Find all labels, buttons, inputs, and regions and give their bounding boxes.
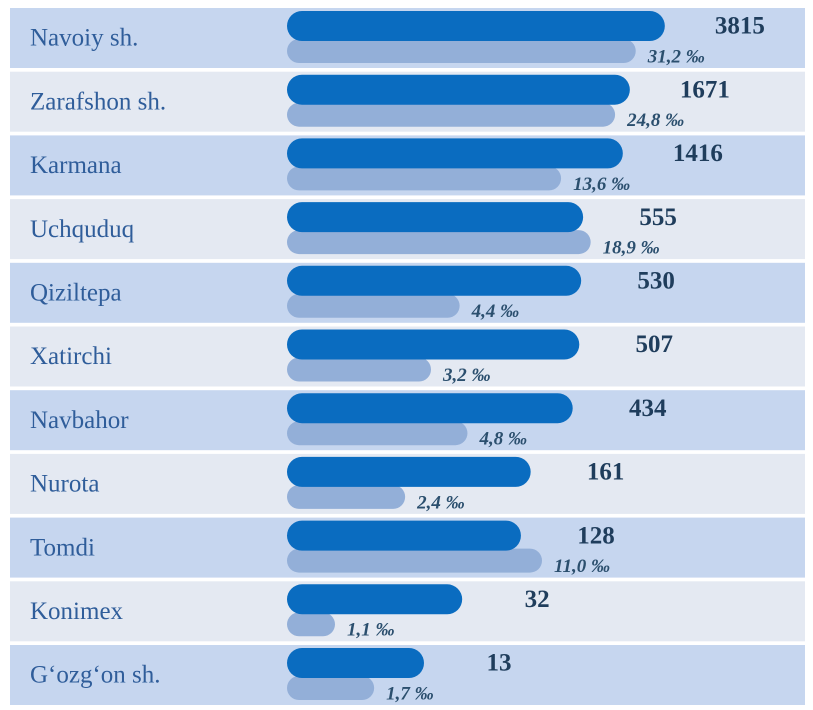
rate-bar bbox=[287, 612, 335, 637]
category-label: Tomdi bbox=[30, 534, 95, 561]
count-bar bbox=[287, 138, 623, 169]
category-label: Navbahor bbox=[30, 407, 129, 434]
count-bar bbox=[287, 648, 424, 678]
category-label: Zarafshon sh. bbox=[30, 88, 166, 115]
count-label: 1671 bbox=[680, 76, 730, 103]
count-label: 13 bbox=[487, 650, 512, 677]
category-label: G‘ozg‘on sh. bbox=[30, 662, 161, 689]
category-label: Navoiy sh. bbox=[30, 25, 138, 52]
rate-label: 31,2 ‰ bbox=[647, 46, 705, 67]
count-bar bbox=[287, 584, 463, 615]
count-label: 161 bbox=[587, 459, 625, 486]
count-bar bbox=[287, 202, 584, 233]
rate-label: 3,2 ‰ bbox=[442, 365, 491, 386]
category-label: Karmana bbox=[30, 152, 122, 179]
rate-label: 11,0 ‰ bbox=[554, 556, 610, 577]
category-label: Qiziltepa bbox=[30, 280, 122, 307]
count-bar bbox=[287, 11, 665, 41]
category-label: Nurota bbox=[30, 471, 99, 498]
rate-bar bbox=[287, 166, 562, 191]
count-bar bbox=[287, 74, 630, 105]
count-bar bbox=[287, 456, 531, 487]
rate-label: 1,7 ‰ bbox=[386, 683, 434, 704]
rate-label: 24,8 ‰ bbox=[626, 110, 684, 131]
rate-bar bbox=[287, 421, 468, 446]
category-label: Uchquduq bbox=[30, 216, 135, 243]
rate-label: 13,6 ‰ bbox=[573, 174, 630, 195]
count-bar bbox=[287, 329, 580, 360]
rate-bar bbox=[287, 102, 616, 127]
count-label: 530 bbox=[637, 268, 675, 295]
count-label: 3815 bbox=[715, 13, 765, 40]
count-label: 434 bbox=[629, 395, 667, 422]
rate-bar bbox=[287, 548, 542, 573]
count-bar bbox=[287, 393, 573, 424]
count-label: 128 bbox=[577, 522, 615, 549]
rate-bar bbox=[287, 39, 636, 63]
rate-bar bbox=[287, 293, 460, 318]
rate-bar bbox=[287, 357, 431, 382]
rate-bar bbox=[287, 230, 591, 255]
rate-label: 4,8 ‰ bbox=[478, 429, 526, 450]
count-bar bbox=[287, 520, 521, 551]
rate-label: 2,4 ‰ bbox=[416, 492, 465, 513]
category-label: Xatirchi bbox=[30, 343, 112, 370]
count-bar bbox=[287, 265, 582, 296]
rate-label: 1,1 ‰ bbox=[347, 620, 395, 641]
rate-label: 18,9 ‰ bbox=[603, 237, 660, 258]
rate-bar bbox=[287, 676, 375, 700]
rate-label: 4,4 ‰ bbox=[471, 301, 520, 322]
count-label: 1416 bbox=[673, 140, 723, 167]
count-label: 555 bbox=[639, 204, 677, 231]
rate-bar bbox=[287, 484, 406, 509]
category-label: Konimex bbox=[30, 598, 124, 625]
count-label: 32 bbox=[525, 586, 550, 613]
count-label: 507 bbox=[636, 331, 674, 358]
